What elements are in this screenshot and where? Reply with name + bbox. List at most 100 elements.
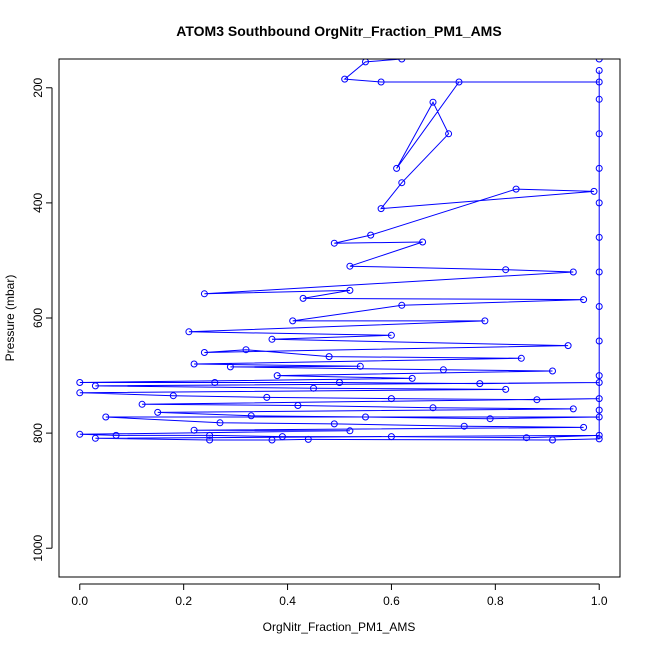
x-tick-label: 0.0: [71, 594, 88, 608]
data-point: [387, 331, 395, 339]
data-point: [330, 420, 338, 428]
data-point: [102, 413, 110, 421]
data-point: [76, 379, 84, 386]
data-point: [533, 396, 541, 404]
data-point: [595, 413, 603, 421]
data-point: [190, 426, 198, 434]
data-point: [247, 412, 255, 420]
data-point: [595, 59, 603, 63]
data-point: [362, 413, 369, 421]
data-point: [211, 379, 219, 386]
data-point: [595, 435, 603, 443]
data-point: [341, 75, 349, 83]
data-point: [299, 294, 307, 302]
data-point: [356, 362, 364, 370]
data-point: [268, 436, 276, 444]
data-point: [112, 431, 120, 439]
data-point: [564, 342, 572, 350]
plot-frame: [58, 58, 621, 578]
data-point: [595, 233, 603, 241]
chart-title: ATOM3 Southbound OrgNitr_Fraction_PM1_AM…: [176, 23, 501, 39]
data-point: [393, 164, 401, 172]
data-point: [523, 434, 530, 442]
data-point: [346, 286, 354, 294]
data-point: [595, 303, 603, 310]
data-point: [242, 346, 250, 354]
data-point: [460, 422, 468, 430]
data-point: [595, 67, 603, 74]
data-point: [138, 400, 146, 408]
data-point: [517, 354, 525, 362]
data-point: [580, 296, 588, 304]
data-point: [429, 98, 437, 106]
x-tick-label: 0.2: [175, 594, 192, 608]
data-point: [398, 301, 406, 309]
data-point: [346, 427, 354, 435]
data-point: [455, 78, 463, 86]
data-point: [263, 393, 271, 401]
data-point: [169, 392, 177, 400]
data-point: [367, 231, 375, 239]
data-point: [278, 433, 286, 441]
data-point: [486, 415, 494, 423]
data-point: [569, 405, 577, 413]
y-axis: 200 400 600 800 1000: [31, 77, 53, 562]
data-point: [398, 59, 406, 63]
data-point: [595, 164, 603, 172]
data-point: [304, 435, 312, 443]
data-point: [362, 59, 369, 66]
data-point: [595, 395, 603, 403]
data-point: [387, 433, 395, 441]
data-point: [226, 363, 234, 371]
data-point: [595, 95, 603, 103]
x-axis: 0.0 0.2 0.4 0.6 0.8 1.0: [71, 583, 608, 608]
data-point: [502, 385, 510, 393]
data-point: [595, 268, 603, 276]
data-point: [206, 436, 214, 444]
x-tick-label: 0.4: [279, 594, 296, 608]
x-tick-label: 0.6: [383, 594, 400, 608]
data-point: [549, 436, 556, 444]
data-point: [595, 130, 603, 138]
data-point: [346, 262, 354, 270]
data-point: [502, 266, 510, 274]
data-point: [76, 430, 84, 438]
data-point: [185, 328, 193, 336]
data-point: [595, 431, 603, 439]
data-point: [569, 268, 577, 276]
data-point: [439, 366, 447, 374]
data-point: [154, 408, 162, 416]
data-point: [268, 335, 276, 343]
y-axis-label: Pressure (mbar): [3, 275, 17, 362]
data-point: [377, 205, 385, 213]
data-point: [595, 199, 603, 207]
data-point: [595, 372, 603, 380]
series-layer: [76, 59, 603, 444]
y-tick-label: 1000: [31, 535, 45, 562]
y-tick-label: 800: [31, 423, 45, 443]
y-tick-label: 600: [31, 308, 45, 328]
data-point: [398, 179, 406, 187]
x-tick-label: 1.0: [591, 594, 608, 608]
data-point: [76, 389, 84, 397]
y-tick-label: 400: [31, 193, 45, 213]
x-axis-label: OrgNitr_Fraction_PM1_AMS: [263, 620, 416, 634]
data-point: [476, 380, 484, 388]
data-point: [408, 374, 416, 382]
data-point: [325, 353, 333, 361]
data-point: [91, 382, 99, 390]
data-point: [481, 317, 489, 325]
data-point: [595, 379, 603, 386]
data-point: [190, 360, 198, 368]
data-point: [330, 239, 338, 247]
data-point: [595, 406, 603, 414]
series-line: [79, 59, 600, 441]
data-point: [294, 402, 302, 409]
data-point: [445, 130, 453, 138]
data-point: [387, 395, 395, 403]
data-point: [91, 434, 99, 442]
data-point: [580, 423, 588, 431]
data-point: [419, 238, 427, 246]
data-point: [377, 78, 385, 86]
